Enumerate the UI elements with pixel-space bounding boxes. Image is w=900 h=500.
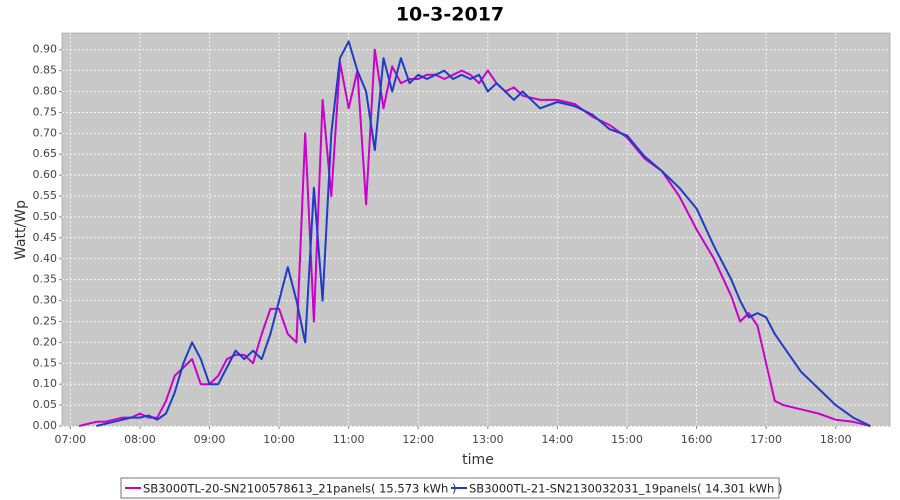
y-tick-label: 0.05 bbox=[33, 398, 58, 411]
y-tick-label: 0.80 bbox=[33, 85, 58, 98]
y-tick-label: 0.65 bbox=[33, 147, 58, 160]
plot-area bbox=[61, 32, 891, 427]
x-tick-label: 12:00 bbox=[402, 433, 434, 446]
legend-label: SB3000TL-21-SN2130032031_19panels( 14.30… bbox=[469, 482, 782, 496]
y-tick-label: 0.15 bbox=[33, 356, 58, 369]
chart-title: 10-3-2017 bbox=[396, 4, 504, 26]
y-tick-label: 0.90 bbox=[33, 43, 58, 56]
y-tick-label: 0.30 bbox=[33, 294, 58, 307]
x-tick-label: 09:00 bbox=[194, 433, 226, 446]
x-tick-label: 08:00 bbox=[124, 433, 156, 446]
x-axis-label: time bbox=[462, 452, 494, 468]
x-tick-label: 14:00 bbox=[542, 433, 574, 446]
y-tick-label: 0.45 bbox=[33, 231, 58, 244]
x-tick-label: 15:00 bbox=[611, 433, 643, 446]
y-tick-label: 0.70 bbox=[33, 126, 58, 139]
y-tick-label: 0.00 bbox=[33, 419, 58, 432]
x-tick-label: 18:00 bbox=[820, 433, 852, 446]
legend-label: SB3000TL-20-SN2100578613_21panels( 15.57… bbox=[143, 482, 456, 496]
y-tick-label: 0.20 bbox=[33, 335, 58, 348]
y-tick-label: 0.60 bbox=[33, 168, 58, 181]
x-tick-label: 17:00 bbox=[750, 433, 782, 446]
y-axis-label: Watt/Wp bbox=[13, 200, 29, 260]
series-line bbox=[96, 40, 871, 427]
y-tick-label: 0.40 bbox=[33, 252, 58, 265]
legend-box bbox=[120, 477, 780, 499]
y-tick-label: 0.55 bbox=[33, 189, 58, 202]
y-tick-label: 0.75 bbox=[33, 105, 58, 118]
x-tick-label: 07:00 bbox=[54, 433, 86, 446]
y-tick-label: 0.85 bbox=[33, 64, 58, 77]
y-tick-label: 0.25 bbox=[33, 314, 58, 327]
x-tick-label: 13:00 bbox=[472, 433, 504, 446]
x-tick-label: 16:00 bbox=[681, 433, 713, 446]
x-tick-label: 10:00 bbox=[263, 433, 295, 446]
y-tick-label: 0.10 bbox=[33, 377, 58, 390]
series-line bbox=[78, 48, 871, 427]
y-tick-label: 0.35 bbox=[33, 273, 58, 286]
x-tick-label: 11:00 bbox=[333, 433, 365, 446]
y-tick-label: 0.50 bbox=[33, 210, 58, 223]
